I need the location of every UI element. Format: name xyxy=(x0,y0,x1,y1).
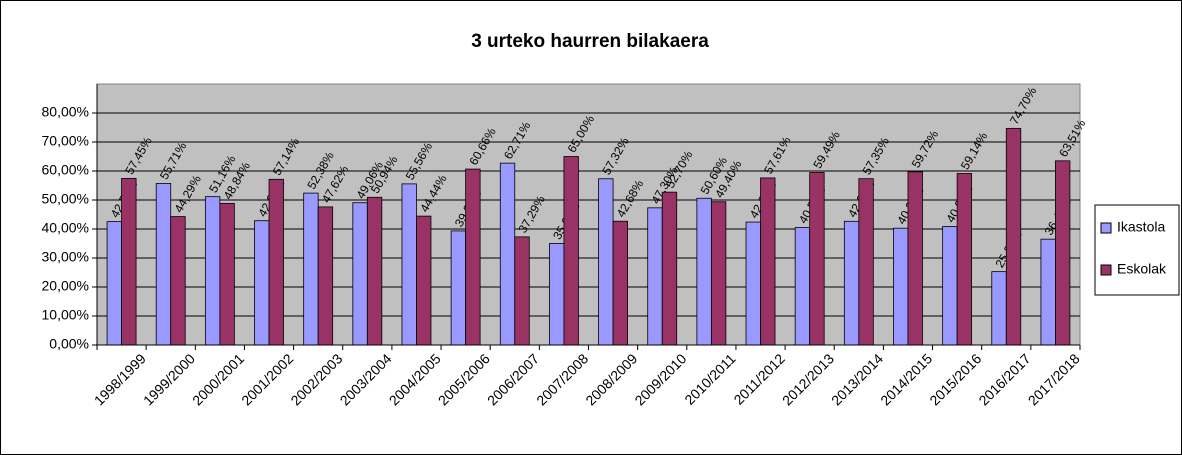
y-tick-label: 0,00% xyxy=(49,336,89,352)
bar xyxy=(219,202,235,346)
bar xyxy=(499,162,516,346)
y-tick-label: 60,00% xyxy=(42,162,89,178)
bar xyxy=(106,221,122,346)
bar xyxy=(563,156,579,346)
y-tick-label: 40,00% xyxy=(42,220,89,236)
bar xyxy=(794,227,811,346)
legend: Ikastola Eskolak xyxy=(1094,204,1180,296)
bar xyxy=(991,271,1007,346)
y-tick-label: 50,00% xyxy=(42,191,89,207)
bar xyxy=(416,215,432,346)
bar xyxy=(549,243,565,346)
bar xyxy=(401,183,417,346)
bar xyxy=(450,230,467,346)
legend-label: Ikastola xyxy=(1117,219,1165,235)
bar xyxy=(268,178,284,346)
bar xyxy=(121,177,137,346)
bar xyxy=(907,171,923,346)
bar xyxy=(1055,160,1071,346)
bar xyxy=(661,191,678,346)
bar xyxy=(155,183,172,346)
bar xyxy=(514,236,530,346)
bar xyxy=(204,196,221,346)
legend-label: Eskolak xyxy=(1117,261,1167,277)
bar xyxy=(366,196,383,346)
y-tick-label: 80,00% xyxy=(42,104,89,120)
legend-swatch xyxy=(1100,264,1112,276)
bar xyxy=(710,201,727,346)
bar xyxy=(809,172,825,346)
bar xyxy=(893,227,909,346)
bar xyxy=(696,197,712,346)
bar xyxy=(465,168,481,346)
bar xyxy=(956,173,973,346)
bar xyxy=(1005,127,1022,346)
bar xyxy=(303,192,319,346)
bar xyxy=(598,178,614,346)
y-tick-label: 10,00% xyxy=(42,307,89,323)
bar xyxy=(942,226,958,346)
legend-box xyxy=(1094,204,1180,296)
bar xyxy=(858,178,874,346)
y-tick-label: 70,00% xyxy=(42,133,89,149)
bar xyxy=(352,202,368,346)
bar xyxy=(170,216,186,346)
bar xyxy=(317,206,334,346)
y-tick-label: 30,00% xyxy=(42,249,89,265)
bar xyxy=(745,221,761,346)
legend-swatch xyxy=(1100,222,1112,234)
chart-title: 3 urteko haurren bilakaera xyxy=(471,31,709,52)
bar xyxy=(760,177,776,346)
bar xyxy=(254,220,270,346)
bar xyxy=(612,220,628,346)
y-tick-label: 20,00% xyxy=(42,278,89,294)
bar xyxy=(1040,238,1056,346)
bar xyxy=(843,220,860,346)
bar xyxy=(647,207,663,346)
